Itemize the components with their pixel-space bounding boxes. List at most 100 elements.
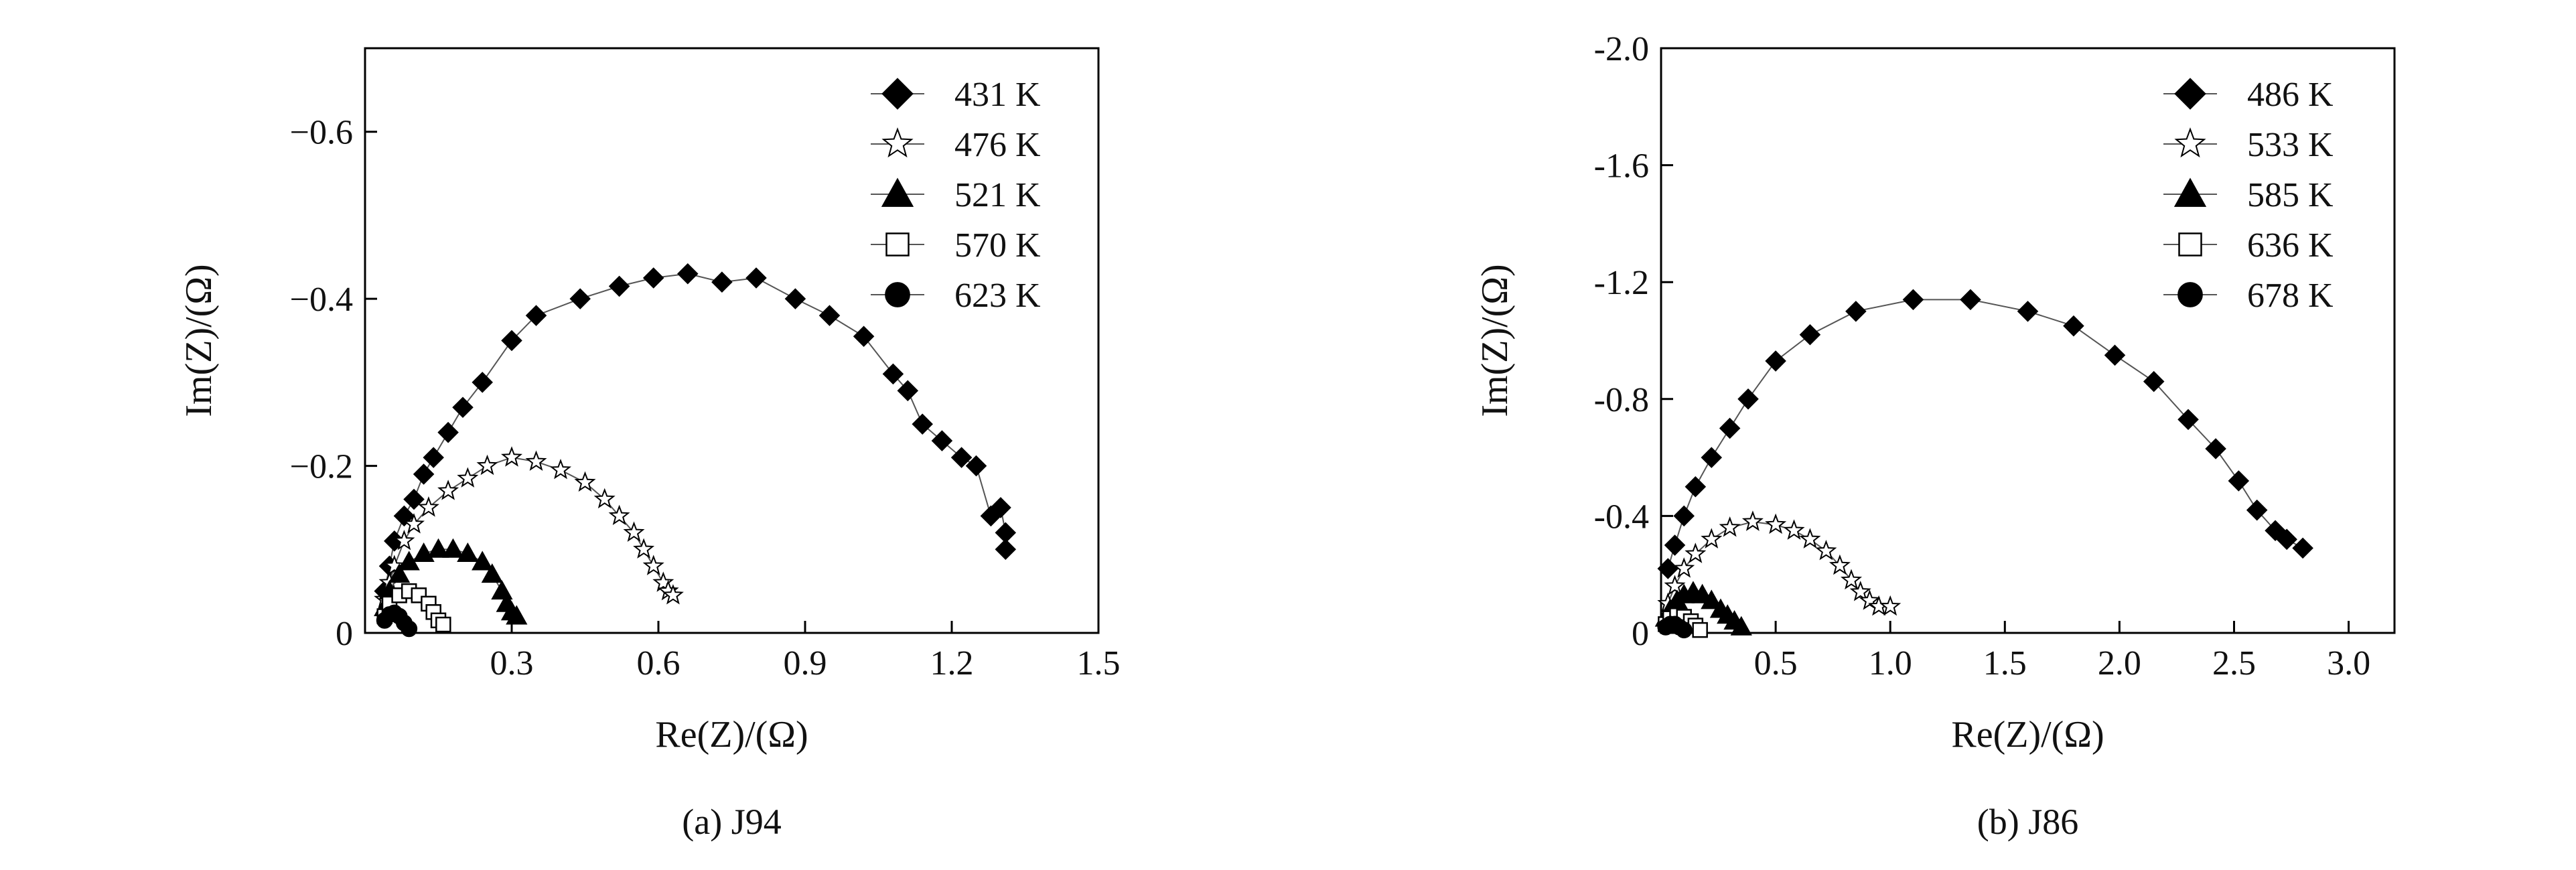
data-point — [1902, 289, 1924, 311]
data-point — [897, 380, 919, 402]
legend-entry: 533 K — [2163, 126, 2334, 164]
series-476-k — [374, 446, 684, 609]
legend-marker — [2177, 282, 2203, 307]
data-point — [525, 305, 547, 326]
x-axis-title: Re(Z)/(Ω) — [1951, 714, 2104, 755]
data-point — [452, 396, 474, 419]
x-tick-label: 0.3 — [490, 644, 534, 682]
data-point — [1849, 581, 1871, 601]
data-point — [1692, 622, 1708, 638]
x-tick-label: 1.5 — [1983, 644, 2027, 682]
legend-label: 570 K — [954, 226, 1041, 265]
data-point — [500, 446, 523, 467]
data-point — [2143, 370, 2165, 392]
series-533-k — [1657, 510, 1902, 616]
plot-frame — [1660, 47, 2396, 634]
data-point — [593, 488, 616, 509]
data-point — [2063, 315, 2084, 337]
x-tick-label: 1.2 — [930, 644, 974, 682]
data-point — [662, 584, 684, 605]
data-point — [995, 538, 1017, 561]
x-tick-label: 2.0 — [2098, 644, 2141, 682]
data-point — [818, 305, 841, 326]
x-tick-label: 1.0 — [1869, 644, 1912, 682]
data-point — [437, 421, 459, 443]
legend-entry: 486 K — [2163, 76, 2334, 114]
data-point — [652, 571, 674, 592]
data-point — [525, 450, 547, 472]
legend-label: 678 K — [2247, 277, 2334, 315]
data-point — [1701, 447, 1723, 468]
y-axis-title: Im(Z)/(Ω) — [178, 264, 220, 417]
data-point — [1737, 388, 1759, 410]
data-point — [2177, 409, 2199, 431]
x-axis-title: Re(Z)/(Ω) — [655, 714, 808, 755]
data-point — [2246, 499, 2268, 521]
data-point — [784, 288, 806, 309]
data-point — [2228, 470, 2250, 492]
chart-panel-b: 0.5 1.0 1.5 2.0 2.5 3.0 0 -0.4 -0.8 -1.2 -1.6 -2.0 R… — [1474, 30, 2396, 842]
data-point — [608, 275, 630, 297]
plot-frame — [364, 47, 1100, 634]
legend-marker — [2178, 232, 2202, 257]
legend-label: 585 K — [2247, 176, 2334, 214]
data-point — [435, 616, 451, 633]
legend-marker — [2173, 177, 2207, 207]
data-point — [2265, 520, 2286, 541]
data-point — [1845, 301, 1867, 322]
data-point — [1783, 519, 1805, 540]
data-point — [642, 267, 664, 289]
figure-caption: (b) J86 — [1977, 802, 2078, 842]
data-point — [2104, 344, 2126, 366]
x-tick-label: 3.0 — [2327, 644, 2370, 682]
x-tick-label: 1.5 — [1077, 644, 1121, 682]
legend-entry: 570 K — [871, 226, 1041, 265]
legend-entry: 585 K — [2163, 176, 2334, 214]
data-point — [745, 267, 767, 289]
legend-entry: 678 K — [2163, 277, 2334, 315]
figure-caption: (a) J94 — [682, 802, 781, 842]
series-line — [384, 273, 1007, 591]
series-486-k — [1657, 289, 2313, 579]
data-point — [608, 504, 630, 525]
legend-label: 533 K — [2247, 126, 2334, 164]
legend-label: 476 K — [954, 126, 1041, 164]
legend-label: 521 K — [954, 176, 1041, 214]
data-point — [457, 467, 479, 488]
y-tick-label: -0.4 — [1594, 498, 1649, 536]
data-point — [965, 455, 987, 477]
legend-marker — [881, 177, 914, 207]
x-tick-label: 0.5 — [1754, 644, 1798, 682]
x-tick-label: 0.6 — [637, 644, 681, 682]
legend-label: 431 K — [954, 76, 1041, 114]
data-point — [388, 563, 411, 583]
data-point — [403, 513, 425, 534]
data-point — [1730, 615, 1752, 636]
data-point — [423, 447, 444, 468]
data-point — [472, 551, 494, 571]
data-point — [401, 620, 418, 638]
data-point — [472, 372, 493, 393]
data-point — [1765, 350, 1786, 372]
data-point — [1840, 569, 1863, 590]
series-521-k — [374, 538, 528, 625]
data-point — [417, 496, 439, 517]
data-point — [1685, 476, 1707, 498]
series-line — [1667, 299, 2303, 569]
data-point — [1664, 575, 1686, 595]
data-point — [569, 288, 591, 309]
data-point — [1815, 539, 1837, 561]
x-tick-label: 2.5 — [2212, 644, 2256, 682]
legend-label: 636 K — [2247, 226, 2334, 265]
data-point — [1673, 557, 1695, 578]
x-tick-label: 0.9 — [784, 644, 827, 682]
data-point — [481, 563, 503, 583]
y-tick-label: 0 — [1632, 615, 1649, 653]
data-point — [1719, 417, 1741, 439]
data-point — [711, 271, 733, 293]
legend-entry: 431 K — [871, 76, 1041, 114]
data-point — [853, 325, 875, 348]
legend-label: 486 K — [2247, 76, 2334, 114]
data-point — [549, 458, 572, 480]
data-point — [1829, 554, 1851, 575]
